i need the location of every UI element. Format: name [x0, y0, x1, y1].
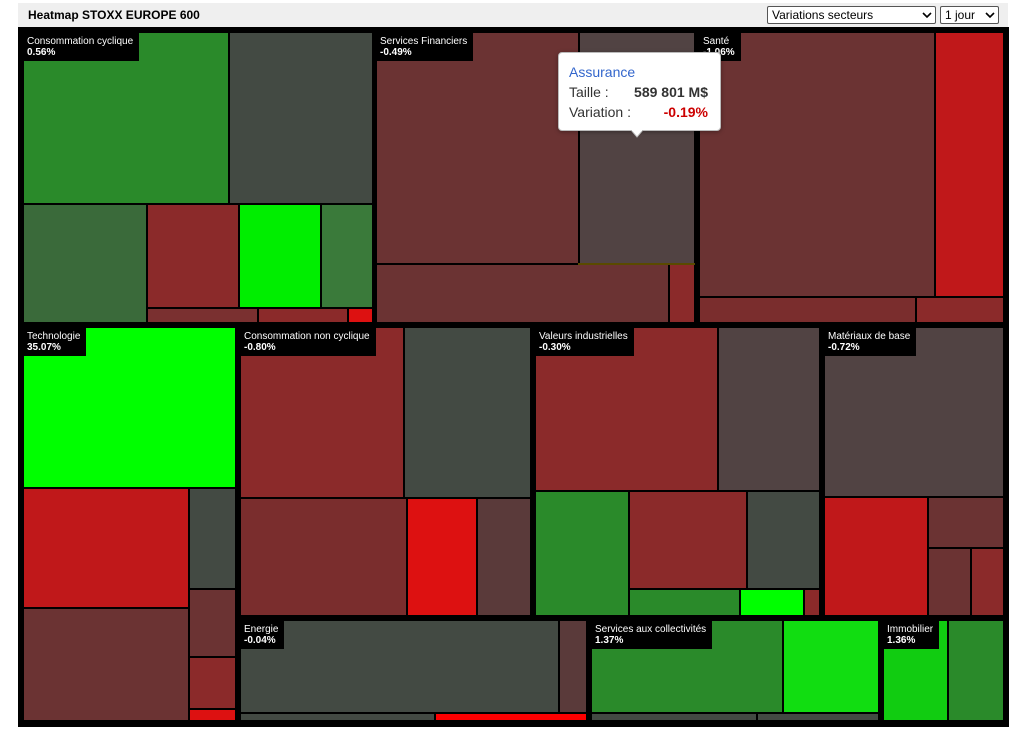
stock-tile[interactable]: [241, 499, 406, 615]
tooltip-title: Assurance: [569, 64, 636, 80]
tooltip-size-label: Taille :: [569, 84, 609, 100]
stock-tile[interactable]: [936, 33, 1003, 296]
stock-tile[interactable]: [825, 498, 927, 615]
sector-change: -0.04%: [244, 635, 276, 646]
tooltip-variation-label: Variation :: [569, 104, 631, 120]
stock-tile[interactable]: [949, 621, 1003, 720]
sector-change: -0.80%: [244, 342, 276, 353]
stock-tile[interactable]: [630, 590, 739, 615]
stock-tile[interactable]: [670, 265, 694, 322]
stock-tile[interactable]: [748, 492, 819, 588]
sector-label: Matériaux de base -0.72%: [825, 328, 917, 356]
tooltip-variation-row: Variation : -0.19%: [569, 104, 708, 120]
stock-tile[interactable]: [700, 298, 915, 322]
stock-tile[interactable]: [741, 590, 803, 615]
stock-tile[interactable]: [929, 498, 1003, 547]
hovered-tile-highlight: [578, 263, 695, 265]
sector-change: 35.07%: [27, 342, 61, 353]
sector-name: Energie: [244, 624, 279, 635]
stock-tile[interactable]: [190, 489, 235, 588]
sector-name: Consommation cyclique: [27, 36, 134, 47]
stock-tile[interactable]: [592, 714, 756, 720]
stock-tile[interactable]: [190, 710, 235, 720]
sector-name: Technologie: [27, 331, 81, 342]
stock-tile[interactable]: [230, 33, 372, 203]
sector-change: -0.72%: [828, 342, 860, 353]
sector-name: Immobilier: [887, 624, 934, 635]
mode-select[interactable]: Variations secteurs: [767, 6, 936, 24]
stock-tile[interactable]: [478, 499, 530, 615]
stock-tile[interactable]: [24, 609, 188, 720]
stock-tile[interactable]: [700, 33, 934, 296]
page-title: Heatmap STOXX EUROPE 600: [28, 8, 200, 22]
stock-tile[interactable]: [241, 328, 403, 497]
stock-tile[interactable]: [630, 492, 746, 588]
stock-tile[interactable]: [758, 714, 878, 720]
stock-tile[interactable]: [241, 714, 434, 720]
sector-change: -0.30%: [539, 342, 571, 353]
sector-name: Consommation non cyclique: [244, 331, 370, 342]
sector-name: Valeurs industrielles: [539, 331, 628, 342]
sector-name: Services Financiers: [380, 36, 468, 47]
stock-tile[interactable]: [322, 205, 372, 307]
mode-select-value: Variations secteurs: [772, 8, 874, 22]
stock-tile[interactable]: [259, 309, 347, 322]
stock-tile[interactable]: [24, 33, 228, 203]
stock-tile[interactable]: [24, 489, 188, 607]
stock-tile[interactable]: [719, 328, 819, 490]
stock-tile[interactable]: [536, 492, 628, 615]
stock-tile[interactable]: [24, 205, 146, 322]
stock-tile[interactable]: [917, 298, 1003, 322]
sector-name: Matériaux de base: [828, 331, 911, 342]
stock-tile[interactable]: [377, 33, 578, 263]
stock-tile[interactable]: [436, 714, 586, 720]
stock-tile[interactable]: [240, 205, 320, 307]
stock-tile[interactable]: [349, 309, 372, 322]
stock-tile[interactable]: [784, 621, 878, 712]
stock-tile[interactable]: [805, 590, 819, 615]
stock-tile[interactable]: [972, 549, 1003, 615]
sector-label: Services Financiers -0.49%: [377, 33, 474, 61]
tooltip: Assurance Taille : 589 801 M$ Variation …: [558, 52, 721, 131]
stock-tile[interactable]: [405, 328, 530, 497]
sector-change: 0.56%: [27, 47, 56, 58]
tooltip-size-row: Taille : 589 801 M$: [569, 84, 708, 100]
stock-tile[interactable]: [148, 309, 257, 322]
sector-label: Services aux collectivités 1.37%: [592, 621, 713, 649]
tooltip-variation-value: -0.19%: [663, 104, 708, 120]
heatmap: Consommation cyclique 0.56% Services Finan…: [18, 27, 1009, 727]
period-select-value: 1 jour: [945, 8, 976, 22]
stock-tile[interactable]: [377, 265, 668, 322]
tooltip-arrow: [631, 130, 643, 138]
stock-tile[interactable]: [190, 590, 235, 656]
header-bar: Heatmap STOXX EUROPE 600 Variations sect…: [18, 3, 1008, 27]
chevron-down-icon: [985, 12, 995, 19]
period-select[interactable]: 1 jour: [940, 6, 999, 24]
sector-label: Technologie 35.07%: [24, 328, 87, 356]
sector-label: Valeurs industrielles -0.30%: [536, 328, 634, 356]
stock-tile[interactable]: [825, 328, 1003, 496]
tooltip-size-value: 589 801 M$: [634, 84, 708, 100]
sector-label: Immobilier 1.36%: [884, 621, 940, 649]
sector-label: Energie -0.04%: [241, 621, 285, 649]
sector-name: Santé: [703, 36, 730, 47]
chevron-down-icon: [922, 12, 932, 19]
sector-change: -0.49%: [380, 47, 412, 58]
sector-name: Services aux collectivités: [595, 624, 707, 635]
stock-tile[interactable]: [190, 658, 235, 708]
sector-label: Consommation cyclique 0.56%: [24, 33, 140, 61]
stock-tile[interactable]: [929, 549, 970, 615]
sector-label: Consommation non cyclique -0.80%: [241, 328, 376, 356]
stock-tile[interactable]: [241, 621, 558, 712]
stock-tile[interactable]: [148, 205, 238, 307]
sector-change: 1.36%: [887, 635, 916, 646]
stock-tile[interactable]: [560, 621, 586, 712]
stock-tile[interactable]: [408, 499, 476, 615]
sector-change: 1.37%: [595, 635, 624, 646]
